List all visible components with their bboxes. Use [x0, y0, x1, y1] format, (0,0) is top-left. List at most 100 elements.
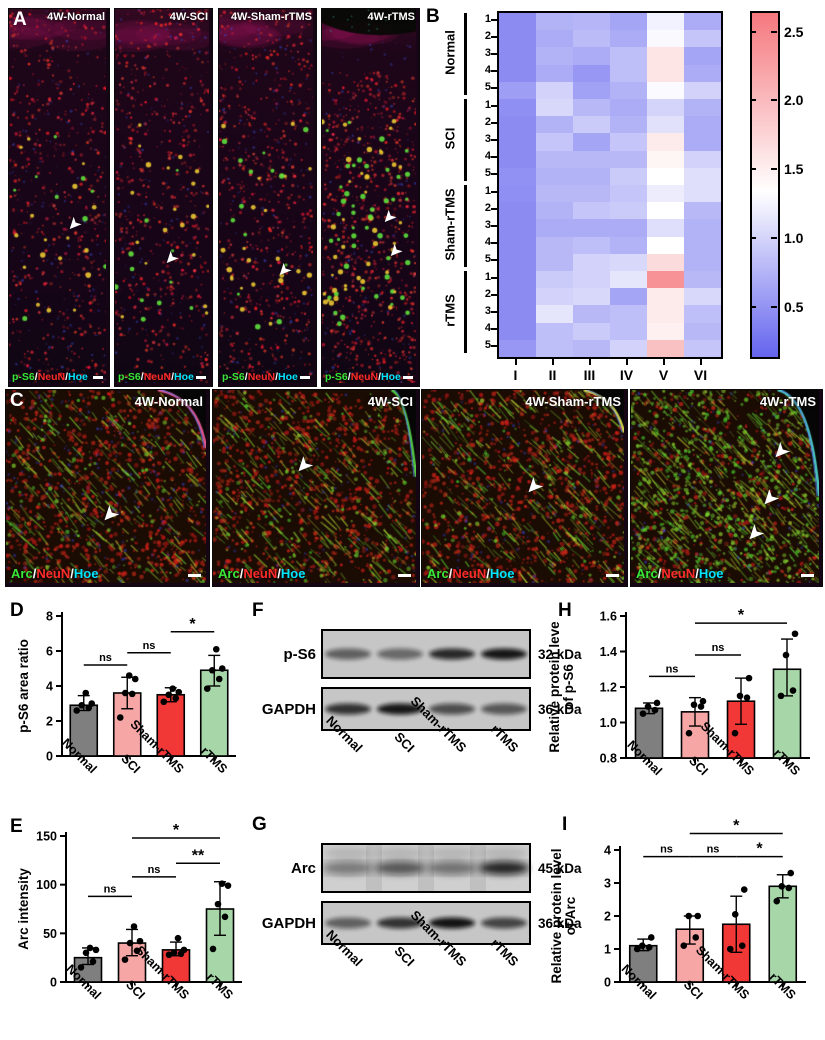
heatmap-cell: [647, 288, 684, 306]
heatmap-cell: [647, 271, 684, 289]
heatmap-cell: [684, 13, 721, 31]
heatmap-cell: [573, 288, 610, 306]
heatmap-cell: [499, 322, 536, 340]
legend-separator: /: [239, 566, 244, 581]
heatmap-cell: [684, 288, 721, 306]
panel-letter-d: D: [10, 600, 24, 621]
image-title: 4W-Normal: [134, 394, 203, 409]
blot-band: [481, 703, 527, 715]
blot-band: [375, 861, 425, 875]
data-point: [165, 691, 173, 699]
heatmap-cell: [647, 322, 684, 340]
data-point: [77, 964, 85, 971]
heatmap-cell: [499, 339, 536, 357]
heatmap-cell: [536, 305, 573, 323]
significance-label: *: [738, 607, 745, 624]
data-point: [121, 956, 129, 963]
legend-separator: /: [65, 371, 69, 383]
heatmap-cell: [610, 288, 647, 306]
heatmap-row-label: 4: [484, 322, 491, 335]
y-tick-label: 150: [36, 830, 57, 844]
heatmap-cell: [536, 13, 573, 31]
blot-band: [325, 648, 371, 660]
scale-bar: [300, 376, 310, 379]
heatmap-cell: [573, 271, 610, 289]
heatmap-row-label: 5: [484, 339, 491, 352]
heatmap-group-bracket: [464, 13, 467, 95]
heatmap-cell: [573, 99, 610, 117]
micrograph-canvas: [213, 390, 416, 583]
heatmap-cell: [684, 30, 721, 48]
data-point: [787, 869, 795, 877]
stain-hoe: Hoe: [174, 371, 194, 383]
heatmap-cell: [610, 167, 647, 185]
data-point: [685, 729, 693, 737]
legend-separator: /: [657, 566, 662, 581]
heatmap-cell: [499, 202, 536, 220]
blot-faint-band: [428, 848, 476, 858]
heatmap-cell: [684, 271, 721, 289]
micrograph-canvas: [322, 9, 416, 383]
heatmap-cell: [573, 150, 610, 168]
data-point: [778, 883, 786, 890]
heatmap-grid: [497, 11, 723, 359]
legend-separator: /: [140, 371, 144, 383]
micrograph-c-sham-rtms: 4W-Sham-rTMS Arc/NeuN/Hoe ➤: [421, 389, 628, 587]
blot-band-row: [323, 859, 529, 877]
micrograph-canvas: [219, 9, 313, 383]
stain-ps6: p-S6: [12, 371, 35, 383]
panel-letter-a: A: [13, 9, 27, 30]
y-tick-label: 4: [604, 844, 611, 858]
data-point: [785, 884, 793, 892]
data-point: [89, 958, 97, 965]
micrograph-a-rtms: 4W-rTMS p-S6/NeuN/Hoe ➤ ➤: [321, 8, 420, 387]
bar-chart-arc-intensity: 0 50 100 150 Arc intensity Normal SCI Sham-rTMS…: [8, 822, 254, 1036]
heatmap-cell: [610, 47, 647, 65]
blot-smudge: [470, 845, 486, 891]
data-point: [133, 947, 141, 955]
legend-separator: /: [448, 566, 453, 581]
data-point: [743, 694, 751, 701]
heatmap-col-tick: [514, 359, 517, 365]
heatmap-group-label: Normal: [442, 30, 458, 75]
stain-hoe: Hoe: [278, 371, 298, 383]
data-point: [126, 939, 134, 947]
stain-neun: NeuN: [37, 371, 66, 383]
micrograph-canvas: [422, 390, 624, 583]
y-tick-label: 1: [604, 943, 611, 957]
stain-hoe: Hoe: [280, 566, 306, 581]
heatmap-cell: [573, 116, 610, 134]
stain-ps6: p-S6: [118, 371, 141, 383]
y-tick-label: 2: [46, 715, 53, 729]
heatmap-row-tick: [491, 311, 497, 313]
colorbar-tick-label: 1.5: [784, 161, 804, 178]
blot-band: [429, 703, 475, 715]
heatmap-cell: [536, 322, 573, 340]
stain-legend: p-S6/NeuN/Hoe: [118, 371, 194, 383]
significance-label: ns: [660, 844, 673, 856]
y-tick-label: 0: [604, 976, 611, 990]
heatmap-cell: [647, 236, 684, 254]
micrograph-a-normal: A 4W-Normal p-S6/NeuN/Hoe ➤: [8, 8, 110, 387]
data-point: [73, 707, 81, 714]
scale-bar: [403, 376, 413, 379]
data-point: [136, 937, 144, 945]
blot-lane-label: SCI: [392, 729, 418, 755]
blot-band: [427, 861, 477, 875]
data-point: [174, 934, 182, 942]
stain-arc: Arc: [218, 566, 240, 581]
heatmap-row-tick: [491, 173, 497, 176]
heatmap-cell: [610, 64, 647, 82]
heatmap-cell: [647, 30, 684, 48]
micrograph-canvas: [631, 390, 819, 583]
heatmap-row-label: 2: [484, 115, 491, 128]
colorbar-tick-label: 2.0: [784, 92, 804, 109]
blot-band: [481, 917, 527, 929]
stain-hoe: Hoe: [68, 371, 88, 383]
data-point: [685, 912, 693, 920]
legend-separator: /: [70, 566, 74, 581]
stain-arc: Arc: [636, 566, 658, 581]
heatmap-cell: [499, 150, 536, 168]
heatmap-cell: [610, 202, 647, 220]
